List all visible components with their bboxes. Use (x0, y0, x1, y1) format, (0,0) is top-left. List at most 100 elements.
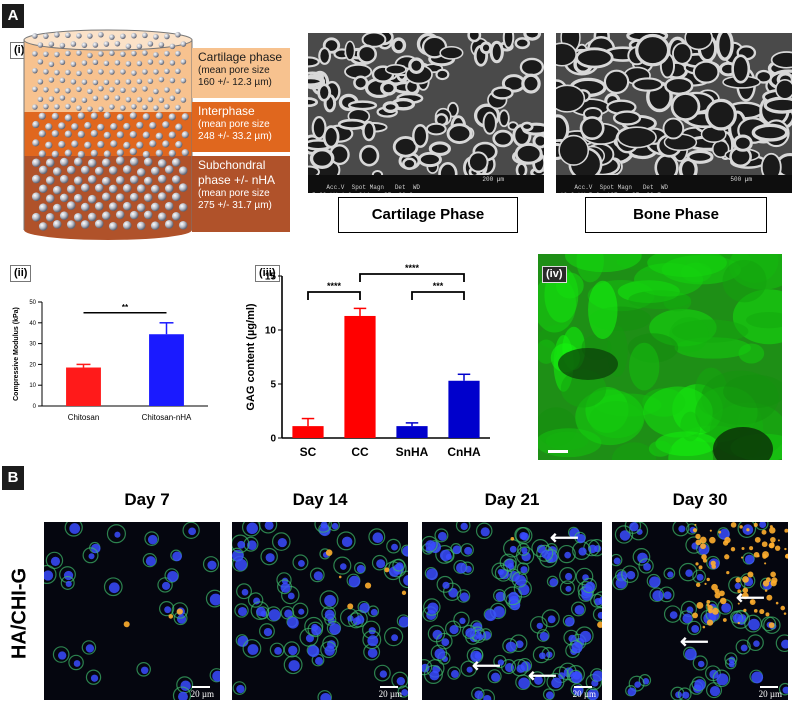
pore-sphere (80, 165, 90, 175)
pore-sphere (142, 69, 148, 75)
cell-nucleus (401, 689, 408, 696)
cell-nucleus (145, 556, 156, 567)
subchondral-detail-2: (mean pore size (198, 188, 270, 199)
sem-pore (770, 51, 792, 69)
cell-membrane (515, 546, 535, 565)
sem-pore (498, 109, 510, 128)
cell-nucleus (480, 527, 490, 537)
confocal-image-day21: ⟵ ⟵ ⟵ 20 µm (422, 522, 602, 700)
cell-nucleus (359, 602, 370, 614)
cell-membrane (632, 547, 651, 566)
pore-sphere (76, 50, 82, 56)
pore-sphere (90, 149, 98, 158)
category-label: SC (300, 445, 317, 459)
pore-sphere (77, 150, 85, 159)
cell-nucleus (449, 625, 459, 635)
cell-nucleus (140, 666, 149, 675)
cell-membrane (614, 525, 634, 544)
orange-signal (695, 562, 699, 566)
sem-pore (439, 45, 464, 60)
orange-signal (777, 539, 780, 542)
cell-membrane (373, 664, 391, 682)
cell-nucleus (167, 571, 179, 582)
pore-sphere (81, 60, 88, 66)
orange-signal (764, 562, 767, 565)
pore-sphere (143, 210, 153, 220)
pore-sphere (157, 192, 167, 201)
pore-sphere (77, 130, 85, 139)
pore-sphere (115, 210, 125, 220)
pore-sphere (66, 165, 76, 175)
pore-sphere (94, 166, 104, 176)
fluorescence-blob (722, 259, 767, 303)
cell-membrane (563, 629, 580, 646)
fluorescence-blob (746, 311, 782, 329)
pore-sphere (136, 141, 144, 149)
cell-membrane (559, 580, 575, 596)
cell-nucleus (626, 570, 636, 580)
cell-nucleus (484, 609, 497, 622)
pore-sphere (101, 176, 111, 186)
arrow-left-icon: ⟵ (736, 587, 765, 609)
cell-nucleus (534, 675, 543, 685)
pore-sphere (180, 41, 187, 47)
pore-sphere (80, 202, 90, 212)
fluorescence-blob (589, 401, 644, 439)
pore-sphere (87, 68, 93, 75)
cell-nucleus (570, 671, 583, 684)
cell-nucleus (579, 630, 592, 643)
pore-sphere (32, 104, 38, 110)
pore-sphere (90, 129, 98, 138)
sem-pore (412, 124, 429, 148)
sem-pore (402, 157, 417, 170)
sem-pore (359, 144, 380, 167)
sem-pore (662, 117, 685, 140)
cell-nucleus (684, 648, 697, 661)
cell-membrane (350, 609, 368, 628)
cell-membrane (475, 522, 493, 540)
pore-sphere (103, 111, 111, 120)
pore-sphere (178, 166, 188, 175)
pore-sphere (64, 114, 72, 122)
cell-membrane (82, 547, 99, 564)
pore-sphere (58, 140, 66, 149)
significance-label: ** (122, 303, 129, 312)
category-label: SnHA (396, 445, 429, 459)
orange-signal (741, 546, 745, 550)
pore-sphere (164, 201, 174, 211)
cell-nucleus (728, 661, 735, 668)
orange-signal (784, 547, 787, 551)
cell-membrane (744, 614, 762, 633)
sem-pore (467, 33, 482, 43)
cell-nucleus (403, 575, 408, 586)
cell-nucleus (237, 540, 246, 549)
pore-sphere (129, 175, 139, 184)
pore-sphere (45, 176, 55, 185)
pore-sphere (108, 184, 118, 194)
sem-pore (362, 120, 376, 142)
pore-sphere (142, 50, 148, 56)
pore-sphere (180, 97, 187, 103)
pore-sphere (175, 31, 181, 38)
pore-sphere (136, 96, 143, 103)
arrow-left-icon: ⟵ (550, 527, 579, 549)
cell-nucleus (667, 571, 674, 578)
cell-nucleus (459, 617, 466, 625)
cell-membrane (575, 567, 594, 586)
pore-sphere (122, 165, 132, 174)
cell-membrane (536, 629, 550, 642)
pore-sphere (120, 87, 126, 94)
orange-signal (746, 528, 750, 532)
pore-sphere (37, 78, 44, 85)
cell-membrane (453, 611, 470, 629)
cell-membrane (517, 543, 530, 556)
cartilage-phase-detail-2: 160 +/- 12.3 µm) (198, 77, 272, 88)
pore-sphere (131, 70, 137, 76)
cell-nucleus (551, 677, 562, 689)
sem-pore (514, 142, 543, 165)
cell-nucleus (264, 522, 274, 530)
cell-membrane (277, 579, 292, 595)
pore-sphere (120, 69, 126, 75)
pore-sphere (37, 42, 44, 48)
cell-membrane (45, 551, 64, 570)
